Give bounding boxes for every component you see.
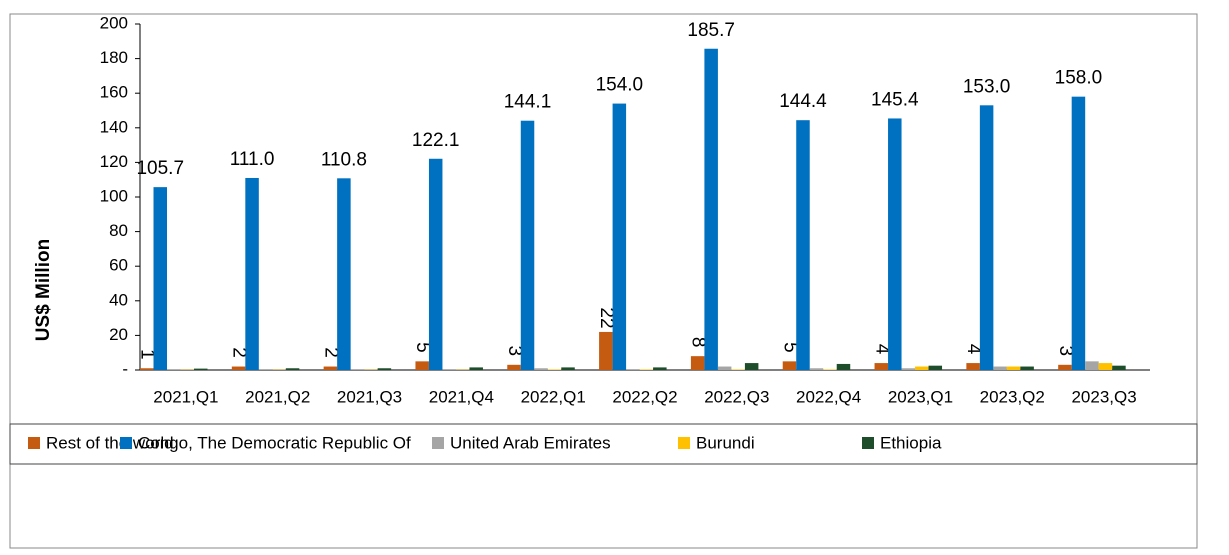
bar <box>548 369 562 370</box>
y-tick-label: 60 <box>109 256 128 275</box>
bar <box>1072 97 1086 370</box>
y-tick-label: 200 <box>100 13 128 32</box>
data-label: 185.7 <box>687 20 735 41</box>
bar <box>915 367 929 370</box>
x-tick-label: 2022,Q2 <box>612 387 677 406</box>
bar <box>626 369 640 370</box>
bar <box>823 369 837 370</box>
bar <box>902 368 916 370</box>
data-label: 158.0 <box>1055 68 1103 89</box>
bar <box>1099 363 1113 370</box>
data-label: 110.8 <box>321 149 367 170</box>
x-tick-label: 2023,Q1 <box>888 387 953 406</box>
data-label: 105.7 <box>136 158 184 179</box>
bar <box>599 332 613 370</box>
y-tick-label: 40 <box>109 290 128 309</box>
y-axis-label: US$ Million <box>33 239 54 341</box>
bar <box>783 361 797 370</box>
data-label: 145.4 <box>871 89 919 110</box>
bar <box>194 369 208 370</box>
legend-swatch <box>432 437 444 449</box>
bar <box>731 369 745 370</box>
bar <box>140 368 154 370</box>
bar <box>415 361 429 370</box>
x-tick-label: 2021,Q4 <box>429 387 494 406</box>
bar <box>718 367 732 370</box>
bar <box>810 368 824 370</box>
legend-swatch <box>120 437 132 449</box>
x-tick-label: 2021,Q3 <box>337 387 402 406</box>
legend-label: Ethiopia <box>880 433 942 452</box>
legend-label: Burundi <box>696 433 755 452</box>
x-tick-label: 2023,Q2 <box>980 387 1045 406</box>
data-label: 154.0 <box>596 75 644 96</box>
x-tick-label: 2022,Q1 <box>521 387 586 406</box>
legend-swatch <box>28 437 40 449</box>
bar <box>232 367 246 370</box>
x-tick-label: 2022,Q4 <box>796 387 861 406</box>
bar <box>1112 366 1126 370</box>
bar <box>507 365 520 370</box>
x-tick-label: 2021,Q1 <box>153 387 218 406</box>
bar <box>691 356 705 370</box>
bar <box>324 367 338 370</box>
bar <box>980 105 994 370</box>
bar <box>888 118 902 370</box>
bar <box>796 120 810 370</box>
bar <box>993 367 1007 370</box>
legend-swatch <box>678 437 690 449</box>
data-label: 144.1 <box>504 92 552 113</box>
bar <box>167 369 181 370</box>
bar <box>337 178 351 370</box>
bar <box>640 369 654 370</box>
legend-label: Congo, The Democratic Republic Of <box>138 433 411 452</box>
y-tick-label: - <box>122 359 128 378</box>
y-tick-label: 160 <box>100 83 128 102</box>
bar <box>442 369 456 370</box>
bar <box>875 363 889 370</box>
bar <box>1085 361 1099 370</box>
x-tick-label: 2023,Q3 <box>1071 387 1136 406</box>
bar <box>534 368 548 370</box>
bar <box>469 367 483 370</box>
bar <box>929 366 943 370</box>
y-tick-label: 20 <box>109 325 128 344</box>
bar <box>521 121 535 370</box>
data-label: 144.4 <box>779 91 827 112</box>
data-label: 111.0 <box>230 149 275 170</box>
bar <box>351 369 365 370</box>
bar <box>837 364 851 370</box>
bar <box>286 368 300 370</box>
bar <box>1058 365 1072 370</box>
x-tick-label: 2022,Q3 <box>704 387 769 406</box>
bar <box>966 363 980 370</box>
bar <box>429 159 443 370</box>
y-tick-label: 180 <box>100 48 128 67</box>
legend-label: United Arab Emirates <box>450 433 611 452</box>
bar <box>704 49 718 370</box>
bar <box>245 178 259 370</box>
y-tick-label: 80 <box>109 221 128 240</box>
y-tick-label: 120 <box>100 152 128 171</box>
bar <box>1020 367 1034 370</box>
bar <box>653 367 667 370</box>
bar <box>745 363 759 370</box>
bar <box>154 187 168 370</box>
y-tick-label: 100 <box>100 186 128 205</box>
data-label: 122.1 <box>412 130 460 151</box>
bar <box>1007 367 1021 370</box>
bar <box>259 369 273 370</box>
bar <box>613 104 627 370</box>
x-tick-label: 2021,Q2 <box>245 387 310 406</box>
data-label: 153.0 <box>963 76 1011 97</box>
bar <box>378 368 392 370</box>
y-tick-label: 140 <box>100 117 128 136</box>
bar <box>561 367 575 370</box>
legend-swatch <box>862 437 874 449</box>
